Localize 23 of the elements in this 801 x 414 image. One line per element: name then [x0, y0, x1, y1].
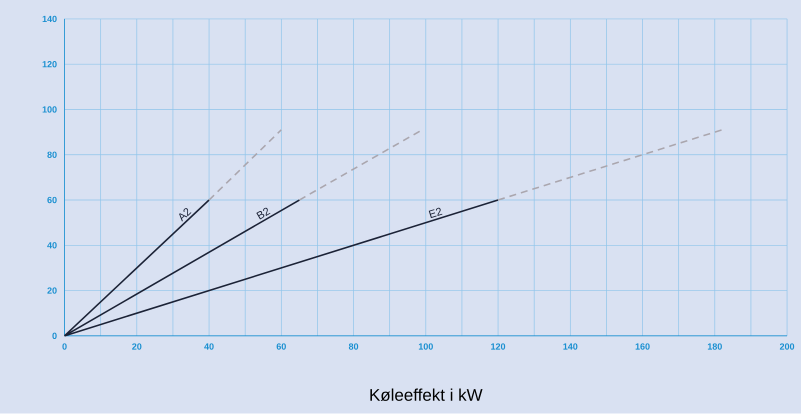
y-tick-label: 80: [47, 152, 57, 158]
x-tick-label: 200: [780, 344, 794, 350]
y-tick-label: 120: [42, 61, 57, 68]
text: E2: [428, 208, 442, 218]
y-tick-label: 0: [52, 332, 57, 340]
x-tick-label: 40: [204, 344, 214, 350]
x-tick-label: 140: [563, 344, 578, 350]
y-tick-label: 40: [47, 242, 57, 249]
x-tick-label: 0: [62, 344, 67, 350]
y-tick-label: 20: [47, 288, 57, 294]
x-tick-label: 80: [348, 344, 358, 350]
y-tick-label: 100: [42, 106, 57, 113]
x-tick-label: 160: [636, 344, 650, 350]
text: B2: [256, 208, 270, 220]
y-tick-label: 60: [47, 197, 57, 204]
x-tick-label: 100: [418, 344, 433, 350]
y-tick-label: 140: [42, 16, 57, 22]
x-tick-label: 60: [276, 344, 286, 350]
text: A2: [179, 208, 192, 222]
x-tick-label: 180: [708, 344, 722, 350]
x-axis-title: Køleeffekt i kW: [370, 388, 483, 402]
x-tick-label: 120: [491, 344, 506, 350]
x-tick-label: 20: [132, 344, 142, 350]
